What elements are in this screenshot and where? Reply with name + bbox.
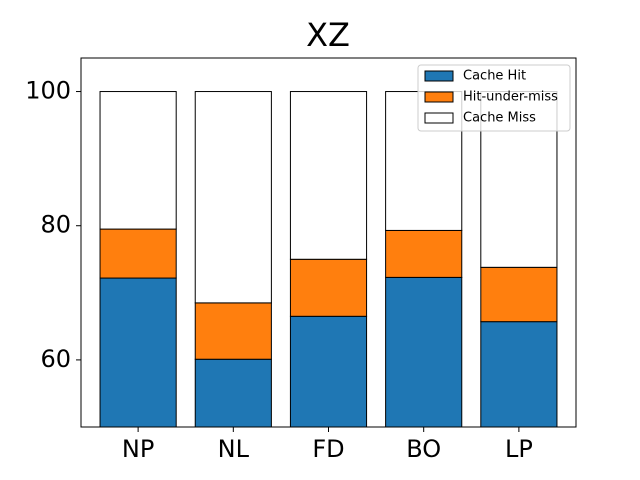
y-tick-label: 60 [40, 345, 71, 373]
chart-title: XZ [306, 16, 350, 54]
axes-frame [80, 57, 577, 428]
legend-swatch [424, 70, 454, 82]
legend-label: Hit-under-miss [463, 90, 558, 105]
x-tick-label: FD [312, 435, 344, 463]
legend-label: Cache Miss [463, 111, 536, 126]
bar-segment [385, 229, 463, 278]
legend-swatch [424, 91, 454, 103]
bar-segment [480, 321, 558, 427]
y-tick-label: 100 [25, 77, 71, 105]
x-tick-label: BO [406, 435, 441, 463]
legend-swatch [424, 112, 454, 124]
bar-segment [194, 91, 272, 304]
bar-segment [289, 258, 368, 317]
bar-segment [289, 91, 368, 260]
y-tick-label: 80 [40, 211, 71, 239]
bar-segment [99, 91, 177, 230]
bar-segment [194, 302, 272, 360]
bar-segment [99, 228, 177, 279]
x-tick-label: NL [218, 435, 250, 463]
bar-segment [194, 358, 272, 427]
legend: Cache Hit Hit-under-miss Cache Miss [417, 64, 571, 132]
legend-label: Cache Hit [463, 69, 526, 84]
plot-area [99, 91, 558, 427]
x-tick-label: LP [505, 435, 533, 463]
legend-box [417, 64, 571, 132]
bar-segment [385, 276, 463, 427]
bar-segment [480, 266, 558, 323]
x-tick-label: NP [122, 435, 154, 463]
